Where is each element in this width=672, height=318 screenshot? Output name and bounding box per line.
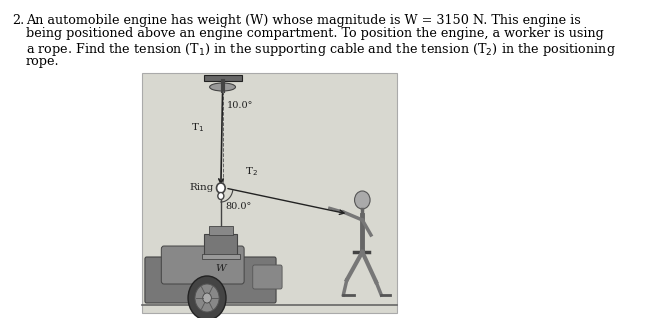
Text: being positioned above an engine compartment. To position the engine, a worker i: being positioned above an engine compart… — [26, 27, 603, 40]
Circle shape — [195, 284, 219, 312]
Bar — [202, 254, 240, 259]
Text: W: W — [216, 264, 226, 273]
Text: Ring: Ring — [190, 183, 214, 192]
Circle shape — [188, 276, 226, 318]
FancyBboxPatch shape — [253, 265, 282, 289]
Text: 10.0°: 10.0° — [227, 101, 253, 110]
Text: 80.0°: 80.0° — [225, 202, 251, 211]
FancyBboxPatch shape — [145, 257, 276, 303]
Bar — [142, 73, 397, 313]
Ellipse shape — [210, 83, 235, 91]
Circle shape — [218, 192, 224, 199]
Bar — [204, 234, 237, 256]
Text: rope.: rope. — [26, 54, 60, 67]
Circle shape — [216, 183, 225, 193]
Bar — [204, 75, 241, 81]
Text: a rope. Find the tension (T$_1$) in the supporting cable and the tension (T$_2$): a rope. Find the tension (T$_1$) in the … — [26, 41, 616, 58]
Circle shape — [355, 191, 370, 209]
Text: An automobile engine has weight (W) whose magnitude is W = 3150 N. This engine i: An automobile engine has weight (W) whos… — [26, 14, 581, 27]
FancyBboxPatch shape — [161, 246, 244, 284]
Bar — [209, 226, 233, 235]
Text: 2.: 2. — [12, 14, 24, 27]
Circle shape — [203, 293, 212, 303]
Text: T$_1$: T$_1$ — [192, 121, 204, 134]
Text: T$_2$: T$_2$ — [245, 165, 258, 178]
